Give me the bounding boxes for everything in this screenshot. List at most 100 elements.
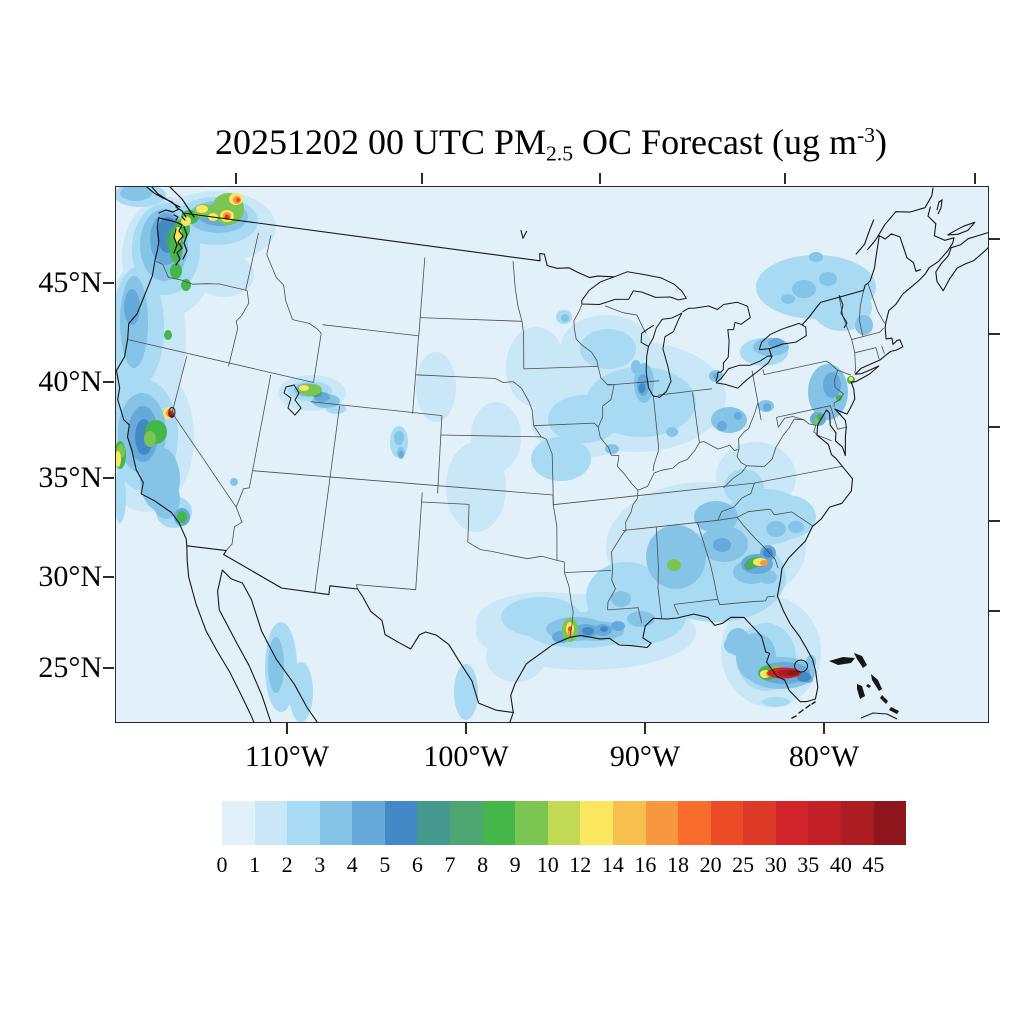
state-border — [252, 470, 554, 496]
state-border — [867, 283, 886, 324]
colorbar-segment — [580, 801, 613, 845]
field-blob — [116, 471, 126, 523]
state-border — [235, 375, 272, 508]
bahamas-island — [829, 657, 855, 665]
lat-tick-label: 45°N — [38, 266, 102, 299]
state-border — [858, 290, 864, 337]
field-blob — [506, 327, 566, 407]
state-border — [573, 303, 639, 491]
state-border — [803, 419, 832, 442]
great-lake-outline — [640, 324, 655, 347]
state-border — [415, 374, 522, 389]
puget-sound-coast — [169, 187, 195, 218]
state-border — [521, 388, 554, 505]
colorbar-tick-label: 0 — [216, 852, 228, 877]
great-lake-outline — [715, 355, 773, 389]
state-border — [776, 405, 831, 418]
coastline — [855, 219, 875, 255]
colorbar-segment — [808, 801, 841, 845]
field-blob — [144, 431, 156, 447]
state-border — [418, 257, 426, 336]
colorbar-segment — [840, 801, 874, 845]
florida-keys — [811, 701, 816, 705]
field-blob — [788, 521, 804, 533]
coastline — [947, 221, 976, 236]
field-blob — [471, 402, 521, 472]
field-blob — [116, 451, 121, 467]
field-blob — [164, 330, 172, 340]
field-blob — [766, 521, 786, 537]
bahamas-island — [889, 707, 899, 714]
lake-champlain-outline — [838, 294, 848, 329]
colorbar-tick-label: 7 — [444, 852, 456, 877]
state-border — [553, 482, 755, 506]
state-border — [228, 290, 250, 367]
state-border — [776, 416, 805, 428]
colorbar-tick-label: 2 — [281, 852, 293, 877]
florida-keys — [805, 704, 811, 709]
state-border — [420, 317, 523, 322]
field-blob — [181, 279, 191, 291]
colorbar-segment — [287, 801, 320, 845]
state-border — [762, 360, 838, 375]
state-border — [717, 482, 755, 521]
state-border — [523, 366, 598, 370]
colorbar-tick-label: 9 — [509, 852, 521, 877]
field-blob — [124, 289, 140, 325]
lat-tick-left — [103, 282, 114, 284]
coastline — [509, 243, 954, 722]
state-border — [322, 324, 419, 337]
coastline — [935, 232, 988, 292]
field-blob — [194, 253, 254, 297]
field-blob — [724, 469, 764, 505]
colorbar-tick-label: 30 — [764, 852, 787, 877]
international-border — [182, 212, 615, 279]
title-suffix: ) — [875, 122, 887, 162]
state-border — [127, 339, 314, 383]
state-border — [607, 380, 660, 386]
field-blob — [611, 591, 631, 607]
field-blob — [268, 637, 284, 693]
bahamas-island — [854, 653, 867, 668]
state-border — [736, 449, 747, 467]
state-border — [245, 232, 259, 291]
colorbar-tick-label: 3 — [314, 852, 326, 877]
state-border — [673, 598, 718, 605]
state-border — [754, 465, 844, 484]
colorbar-tick-label: 8 — [477, 852, 489, 877]
field-blob — [600, 626, 608, 632]
field-blob — [152, 479, 180, 519]
international-border — [186, 545, 359, 596]
lake-okeechobee-outline — [794, 659, 808, 673]
field-blob — [813, 418, 819, 424]
state-border — [412, 335, 419, 414]
bahamas-island — [880, 695, 888, 704]
colorbar-tick-label: 12 — [569, 852, 592, 877]
florida-keys — [791, 715, 797, 719]
field-blob — [299, 385, 309, 391]
lat-tick-label: 30°N — [38, 560, 102, 593]
field-blob — [717, 421, 727, 431]
great-lake-outline — [758, 322, 807, 351]
state-border — [854, 347, 880, 360]
field-blob — [580, 329, 636, 369]
state-border — [697, 522, 719, 600]
colorbar-segment — [743, 801, 776, 845]
state-border — [533, 422, 599, 428]
bahamas-island — [857, 684, 865, 699]
state-border — [467, 541, 558, 561]
state-border — [171, 356, 237, 508]
field-blob — [486, 632, 546, 682]
colorbar-tick-label: 5 — [379, 852, 391, 877]
field-blob — [694, 501, 738, 533]
field-blob — [806, 655, 816, 669]
state-border — [313, 333, 322, 383]
puget-sound-coast — [158, 217, 183, 226]
colorbar-tick-label: 4 — [346, 852, 358, 877]
colorbar-segment — [547, 801, 581, 845]
great-salt-lake-outline — [283, 384, 302, 416]
international-border — [768, 348, 772, 356]
lon-tick-label: 90°W — [609, 740, 681, 773]
lat-tick-left — [103, 667, 114, 669]
lon-tick-bottom — [465, 723, 467, 734]
